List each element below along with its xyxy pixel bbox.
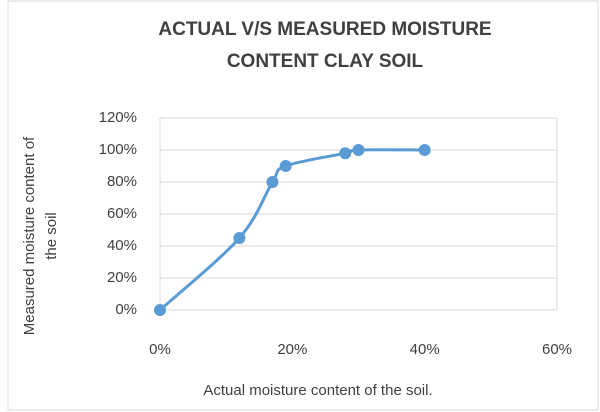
x-tick-label: 60% <box>542 341 572 358</box>
chart-title: CONTENT CLAY SOIL <box>227 51 424 72</box>
y-tick-label: 100% <box>99 141 137 158</box>
x-axis-label: Actual moisture content of the soil. <box>203 382 432 399</box>
data-point <box>233 232 246 244</box>
y-tick-label: 60% <box>107 205 137 222</box>
chart-frame <box>7 0 599 411</box>
data-point <box>339 147 352 160</box>
y-tick-label: 40% <box>107 237 137 254</box>
data-point <box>418 144 431 156</box>
y-tick-label: 0% <box>115 301 137 318</box>
y-tick-label: 20% <box>107 269 137 286</box>
data-point <box>154 304 166 316</box>
data-point <box>279 160 292 172</box>
chart-title: ACTUAL V/S MEASURED MOISTURE <box>158 19 491 40</box>
data-point <box>266 176 279 188</box>
y-tick-label: 120% <box>99 109 137 126</box>
x-tick-label: 40% <box>410 341 440 358</box>
x-tick-label: 0% <box>149 341 171 358</box>
y-axis-label: the soil <box>43 212 60 260</box>
x-tick-label: 20% <box>277 341 307 358</box>
y-tick-label: 80% <box>107 173 137 190</box>
y-axis-label: Measured moisture content of <box>21 136 38 335</box>
data-point <box>352 144 365 156</box>
